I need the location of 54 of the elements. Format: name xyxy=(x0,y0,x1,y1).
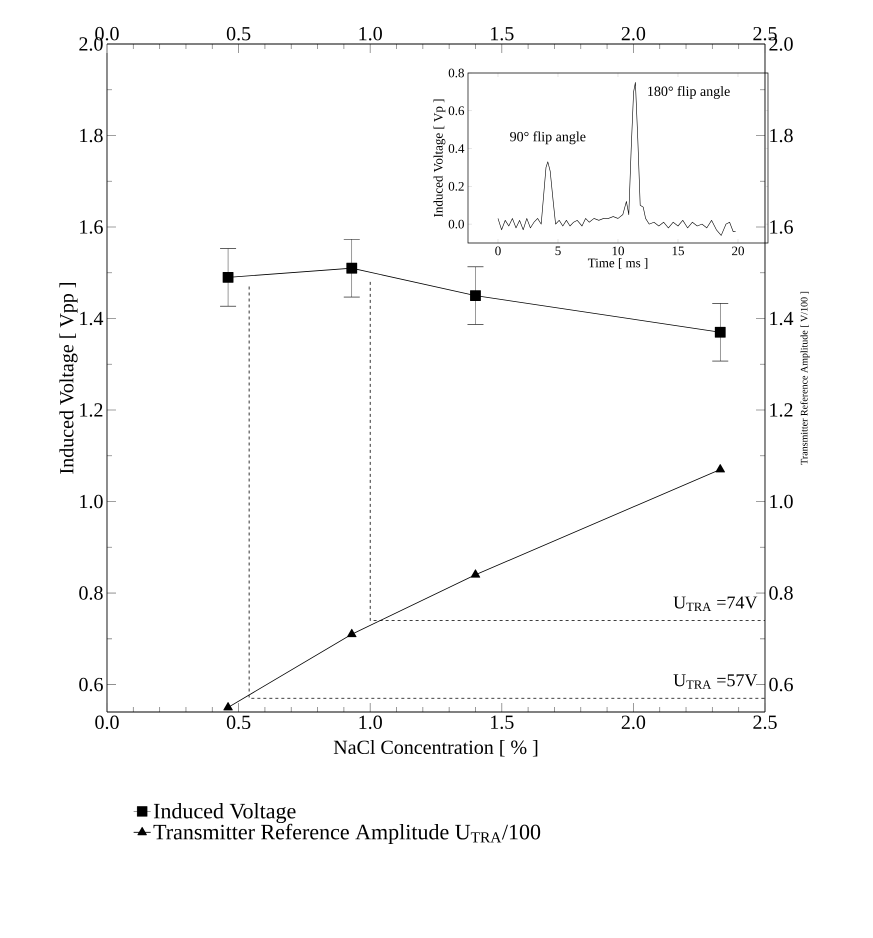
point xyxy=(716,464,725,472)
x-tick-label: 5 xyxy=(555,246,561,256)
line-series xyxy=(498,82,736,236)
point xyxy=(347,628,356,638)
point xyxy=(714,326,726,338)
x-tick-label: 15 xyxy=(672,246,684,256)
y-tick-label: 1.8 xyxy=(80,128,103,142)
annotation: U$_{TRA}$ =57V xyxy=(673,674,758,689)
point xyxy=(222,272,234,283)
x-tick-label: 2.0 xyxy=(622,716,646,730)
y-tick-label: 0.8 xyxy=(79,586,103,600)
legend-label: Transmitter Reference Amplitude U$_{TRA}$/100 xyxy=(153,824,540,844)
y-tick-label: 0.0 xyxy=(448,220,464,229)
y-tick-label: 0.8 xyxy=(448,68,464,78)
y2-axis-title: Transmitter Reference Amplitude [ V/100 ] xyxy=(800,292,810,465)
x2-tick-label: 2.0 xyxy=(622,26,646,40)
y-tick-label: 0.4 xyxy=(448,144,464,153)
y-tick-label: 1.0 xyxy=(80,494,103,508)
y2-tick-label: 1.8 xyxy=(770,128,793,142)
y2-tick-label: 1.2 xyxy=(770,403,792,417)
x-axis-title: NaCl Concentration [ % ] xyxy=(334,740,538,757)
x-tick-label: 20 xyxy=(732,246,744,256)
point xyxy=(223,702,233,710)
x-tick-label: 10 xyxy=(612,246,624,256)
legend-label: Induced Voltage xyxy=(154,803,296,824)
y-tick-label: 0.6 xyxy=(79,678,103,692)
x2-tick-label: 0.5 xyxy=(226,26,250,40)
y-tick-label: 1.4 xyxy=(80,312,104,326)
y-tick-label: 1.2 xyxy=(80,403,102,417)
x-tick-label: 1.0 xyxy=(359,716,382,730)
y2-tick-label: 1.6 xyxy=(770,220,793,234)
x-axis-title: Time [ ms ] xyxy=(588,258,648,269)
x-tick-label: 2.5 xyxy=(753,716,777,730)
point xyxy=(470,569,480,578)
x-tick-label: 1.5 xyxy=(491,716,514,730)
point xyxy=(470,290,481,302)
y2-tick-label: 0.8 xyxy=(769,586,793,600)
y2-tick-label: 1.0 xyxy=(770,494,793,508)
x-tick-label: 0 xyxy=(495,246,501,256)
annotation: U$_{TRA}$ =74V xyxy=(673,596,758,611)
y-axis-title: Induced Voltage [ Vpp ] xyxy=(59,283,78,474)
y-tick-label: 0.6 xyxy=(448,106,464,116)
annotation: 180° flip angle xyxy=(648,86,730,99)
y2-tick-label: 0.6 xyxy=(769,678,793,692)
annotation: 90° flip angle xyxy=(510,131,586,144)
y-axis-title: Induced Voltage [ Vp ] xyxy=(434,100,446,217)
x2-tick-label: 1.0 xyxy=(359,26,382,40)
x-tick-label: 0.0 xyxy=(95,716,119,730)
point xyxy=(346,262,358,274)
y2-tick-label: 1.4 xyxy=(770,312,794,326)
y-tick-label: 1.6 xyxy=(80,220,103,234)
y-tick-label: 0.2 xyxy=(448,182,464,191)
x-tick-label: 0.5 xyxy=(226,716,250,730)
x2-tick-label: 1.5 xyxy=(491,26,514,40)
